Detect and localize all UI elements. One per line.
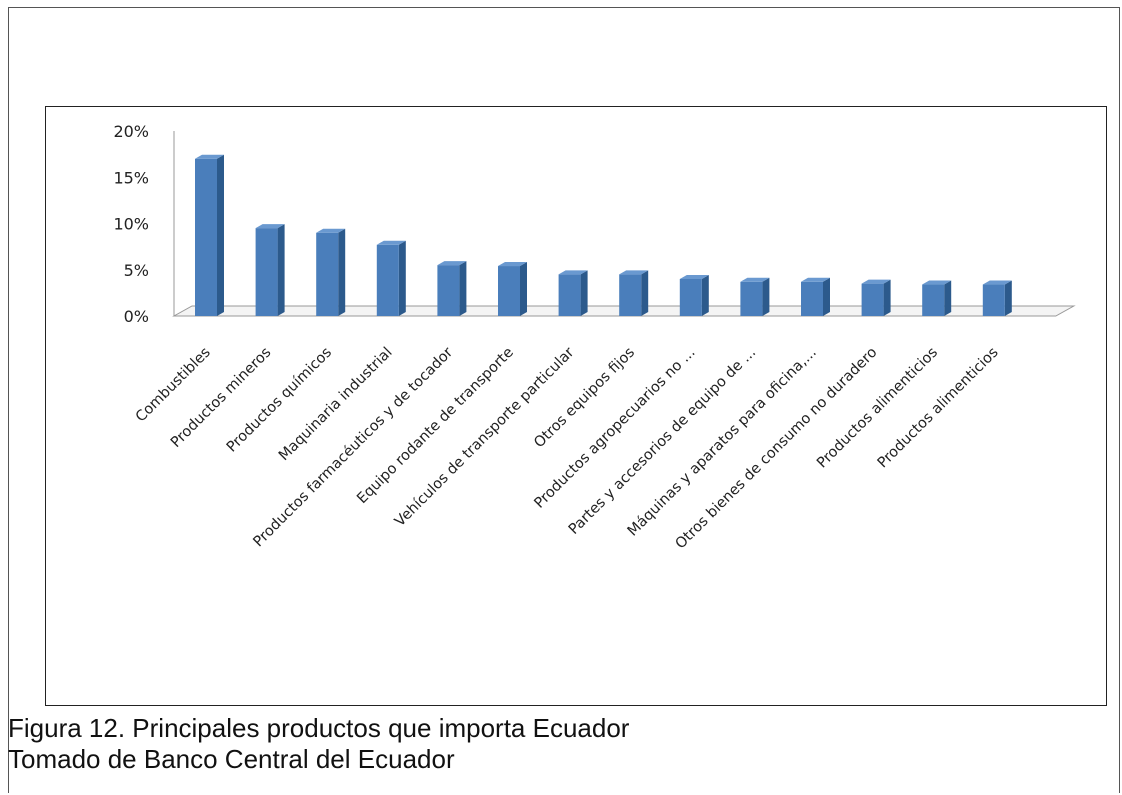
y-tick-label: 15% bbox=[113, 168, 149, 187]
bar bbox=[316, 228, 346, 316]
bar bbox=[437, 261, 467, 316]
x-tick-label: Productos químicos bbox=[224, 345, 335, 456]
x-tick-label: Productos mineros bbox=[168, 345, 274, 451]
bar bbox=[619, 270, 649, 316]
bar bbox=[801, 277, 830, 316]
x-tick-label: Maquinaria industrial bbox=[276, 345, 396, 465]
bar-front bbox=[679, 279, 702, 316]
bar-top bbox=[679, 275, 709, 279]
y-tick-label: 5% bbox=[124, 261, 149, 280]
chart-frame: 0% 5% 10% 15% 20% Combustibles Productos miner… bbox=[45, 106, 1107, 706]
bar-top bbox=[195, 154, 224, 159]
bar-top bbox=[376, 240, 406, 245]
bar-front bbox=[195, 158, 217, 316]
page-frame bbox=[8, 7, 1120, 793]
bar-top bbox=[619, 270, 649, 275]
figure-caption: Figura 12. Principales productos que imp… bbox=[8, 713, 629, 775]
bar-top bbox=[861, 279, 891, 284]
bar-side bbox=[641, 270, 649, 316]
x-tick-label: Productos alimenticios bbox=[814, 345, 941, 472]
bar-side bbox=[1004, 280, 1012, 316]
bar-top bbox=[498, 262, 527, 267]
bar-side bbox=[217, 154, 224, 316]
bar-top bbox=[982, 280, 1012, 285]
bar-front bbox=[316, 232, 339, 316]
bar bbox=[679, 275, 709, 316]
caption-title: Figura 12. Principales productos que imp… bbox=[8, 713, 630, 743]
bar-front bbox=[619, 274, 642, 316]
y-tick-label: 0% bbox=[124, 307, 149, 326]
bar-side bbox=[459, 261, 467, 316]
caption-source: Tomado de Banco Central del Ecuador bbox=[8, 744, 455, 774]
bar-side bbox=[944, 280, 952, 316]
bar-front bbox=[437, 265, 460, 316]
bar bbox=[558, 270, 588, 316]
bar-top bbox=[922, 280, 952, 285]
bar-front bbox=[498, 266, 520, 316]
bar-front bbox=[376, 244, 399, 316]
bar-front bbox=[255, 228, 278, 316]
bar-side bbox=[883, 279, 891, 316]
bar-top bbox=[255, 224, 285, 229]
bar-side bbox=[338, 228, 346, 316]
bar-side bbox=[277, 224, 285, 316]
bar-front bbox=[558, 274, 581, 316]
bar-side bbox=[398, 240, 406, 316]
bar bbox=[740, 277, 770, 316]
bar-top bbox=[740, 277, 770, 282]
x-tick-label: Otros equipos fijos bbox=[531, 345, 638, 452]
bar bbox=[982, 280, 1012, 316]
y-tick-label: 10% bbox=[113, 215, 149, 234]
bar-front bbox=[982, 284, 1005, 316]
bar-side bbox=[701, 275, 709, 316]
bar-side bbox=[823, 277, 830, 316]
x-tick-label: Productos alimenticios bbox=[875, 345, 1002, 472]
bar-side bbox=[762, 277, 770, 316]
bar-top bbox=[437, 261, 467, 266]
bar-front bbox=[740, 281, 763, 316]
bar bbox=[861, 279, 891, 316]
bar-side bbox=[580, 270, 588, 316]
bar-top bbox=[316, 228, 346, 233]
y-tick-label: 20% bbox=[113, 122, 149, 141]
bar bbox=[922, 280, 952, 316]
bar bbox=[255, 224, 285, 316]
bar-top bbox=[558, 270, 588, 275]
bar-front bbox=[922, 284, 945, 316]
bar-front bbox=[801, 281, 823, 316]
bar-side bbox=[520, 262, 527, 316]
bar-top bbox=[801, 277, 830, 282]
bar bbox=[498, 262, 527, 316]
bar bbox=[376, 240, 406, 316]
bar bbox=[195, 154, 224, 316]
bar-front bbox=[861, 283, 884, 316]
